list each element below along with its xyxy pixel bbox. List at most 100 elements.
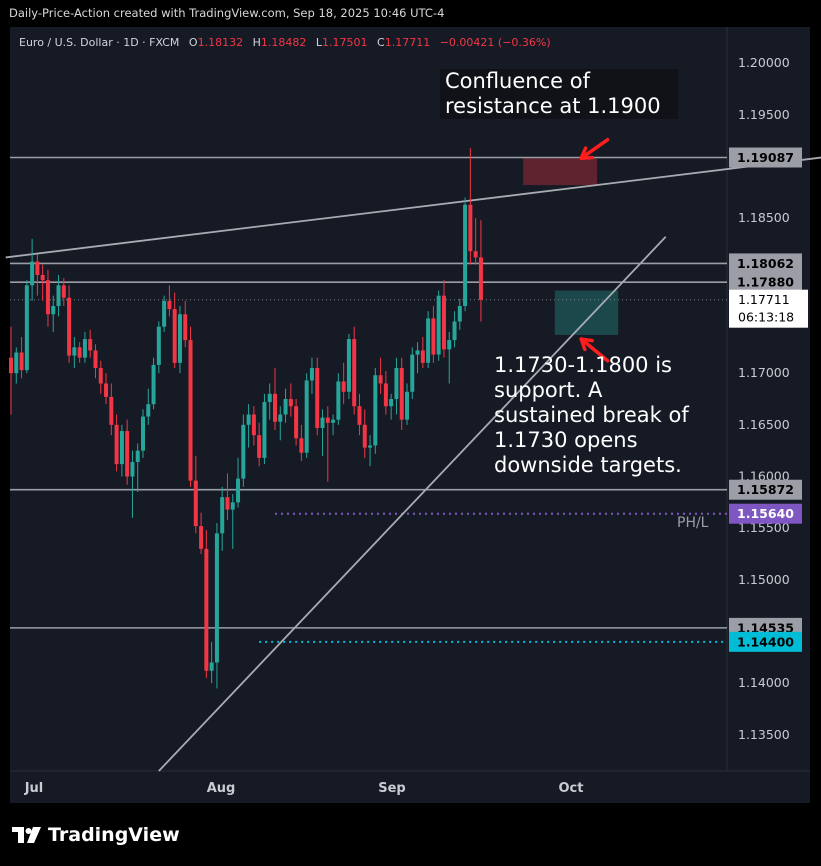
- candle-body: [441, 295, 446, 350]
- candle-body: [141, 416, 145, 451]
- candle-body: [389, 399, 394, 407]
- candle-body: [478, 257, 483, 300]
- last-price-label: 1.17711: [738, 292, 790, 307]
- candle-body: [368, 445, 373, 448]
- resistance-annotation: Confluence of resistance at 1.1900: [440, 69, 678, 119]
- trendlines-layer: [5, 156, 821, 772]
- price-tag-label: 1.18062: [737, 256, 794, 271]
- candle-body: [294, 406, 299, 439]
- candle-body: [473, 251, 478, 258]
- candle-body: [24, 285, 29, 371]
- candle-body: [98, 368, 103, 384]
- candle-body: [415, 350, 420, 355]
- candle-body: [177, 314, 182, 363]
- candle-body: [299, 438, 304, 453]
- price-axis[interactable]: [727, 27, 810, 771]
- candle-body: [341, 381, 346, 392]
- candle-body: [61, 285, 66, 298]
- candle-body: [172, 309, 177, 363]
- price-tag-bg: [729, 147, 802, 168]
- price-tag-label: 1.19087: [737, 150, 794, 165]
- legend-symbol: Euro / U.S. Dollar · 1D · FXCM: [19, 36, 179, 49]
- x-tick-label: Oct: [559, 781, 584, 796]
- candle-body: [325, 417, 330, 423]
- candle-body: [9, 357, 13, 374]
- candles-layer: [9, 147, 483, 689]
- candle-body: [431, 318, 436, 355]
- candle-body: [463, 204, 468, 306]
- attribution-text: Daily-Price-Action created with TradingV…: [9, 6, 445, 20]
- attribution-bar: Daily-Price-Action created with TradingV…: [0, 0, 821, 27]
- candle-body: [135, 450, 140, 463]
- candle-body: [257, 435, 262, 458]
- support-annotation: 1.1730-1.1800 is support. A sustained br…: [494, 353, 689, 477]
- candle-body: [346, 339, 351, 392]
- candle-body: [162, 300, 167, 327]
- candle-body: [130, 462, 135, 477]
- red-arrow: [579, 337, 610, 363]
- candle-body: [199, 526, 204, 549]
- time-axis[interactable]: [10, 771, 810, 803]
- price-tag-label: 1.15872: [737, 482, 794, 497]
- plot-area[interactable]: [10, 27, 727, 771]
- candle-body: [188, 340, 193, 481]
- candle-body: [447, 340, 452, 350]
- candle-body: [220, 497, 225, 534]
- candle-body: [246, 414, 251, 425]
- candle-body: [104, 383, 109, 397]
- candle-body: [167, 300, 172, 310]
- x-tick-label: Aug: [207, 781, 236, 796]
- candle-body: [114, 424, 119, 465]
- price-tag-label: 1.15640: [737, 506, 794, 521]
- candle-body: [214, 533, 219, 663]
- price-chart[interactable]: 1.200001.195001.185001.170001.165001.160…: [0, 27, 821, 806]
- y-tick-label: 1.13500: [738, 727, 790, 742]
- legend-open: 1.18132: [198, 36, 244, 49]
- y-tick-label: 1.15500: [738, 520, 790, 535]
- candle-body: [452, 321, 457, 341]
- x-tick-label: Sep: [378, 781, 406, 796]
- candle-body: [51, 306, 56, 315]
- candle-body: [378, 375, 383, 384]
- candle-body: [436, 295, 441, 355]
- candle-body: [468, 204, 473, 252]
- candle-body: [283, 399, 288, 415]
- y-tick-label: 1.17000: [738, 365, 790, 380]
- tradingview-logo[interactable]: TradingView: [12, 824, 180, 846]
- legend-change: −0.00421 (−0.36%): [440, 36, 551, 49]
- candle-body: [352, 339, 357, 407]
- candle-body: [67, 297, 72, 356]
- red-arrow-head: [579, 146, 588, 160]
- zones-layer: [523, 158, 619, 335]
- candle-body: [236, 478, 241, 503]
- candle-body: [193, 480, 198, 527]
- red-arrow: [579, 137, 610, 160]
- trendline: [158, 236, 667, 772]
- candle-body: [262, 402, 267, 458]
- candle-body: [241, 424, 246, 479]
- trendline: [5, 156, 821, 259]
- candle-body: [88, 339, 93, 351]
- red-arrow-head: [579, 337, 594, 343]
- candle-body: [331, 419, 336, 423]
- price-tags: 1.19087 1.18062 1.17880 1.15872 1.15640 1.145…: [677, 147, 808, 652]
- legend-high: 1.18482: [261, 36, 307, 49]
- candle-body: [146, 404, 151, 417]
- candle-body: [156, 326, 161, 365]
- candle-body: [77, 347, 82, 358]
- candle-body: [30, 261, 35, 286]
- price-tag-bg: [729, 479, 802, 500]
- y-tick-label: 1.18500: [738, 210, 790, 225]
- candle-body: [405, 391, 409, 420]
- candle-body: [273, 393, 277, 422]
- candle-body: [315, 368, 320, 428]
- candle-body: [336, 381, 341, 420]
- price-tag-bg: [729, 503, 802, 524]
- candle-body: [420, 350, 425, 363]
- tradingview-icon: [12, 827, 41, 843]
- candle-body: [204, 548, 209, 671]
- candle-body: [14, 352, 19, 374]
- candle-body: [410, 354, 415, 392]
- candle-body: [399, 368, 404, 420]
- footer: TradingView: [0, 806, 821, 866]
